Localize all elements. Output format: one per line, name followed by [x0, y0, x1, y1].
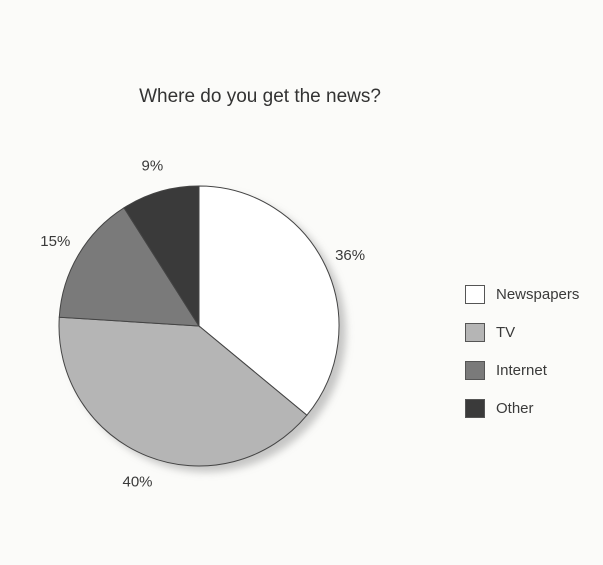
legend-item-other: Other [465, 399, 579, 418]
legend-item-newspapers: Newspapers [465, 285, 579, 304]
legend-swatch-other [465, 399, 485, 418]
legend-label-internet: Internet [496, 362, 547, 379]
pie-slice-newspapers [198, 185, 340, 416]
legend-swatch-newspapers [465, 285, 485, 304]
slice-label-internet: 15% [40, 233, 70, 250]
legend-item-tv: TV [465, 323, 579, 342]
pie-slice-tv [58, 316, 308, 467]
pie-slice-other [123, 185, 200, 328]
pie-slice-internet [58, 207, 200, 327]
legend-label-other: Other [496, 400, 534, 417]
legend-item-internet: Internet [465, 361, 579, 380]
slice-label-other: 9% [142, 158, 164, 175]
legend-label-tv: TV [496, 324, 516, 341]
slice-label-newspapers: 36% [335, 247, 365, 264]
legend-swatch-tv [465, 323, 485, 342]
chart-title: Where do you get the news? [139, 86, 381, 107]
slice-label-tv: 40% [122, 473, 152, 490]
legend-swatch-internet [465, 361, 485, 380]
legend-label-newspapers: Newspapers [496, 286, 580, 303]
legend: Newspapers TV Internet Other [465, 285, 579, 437]
